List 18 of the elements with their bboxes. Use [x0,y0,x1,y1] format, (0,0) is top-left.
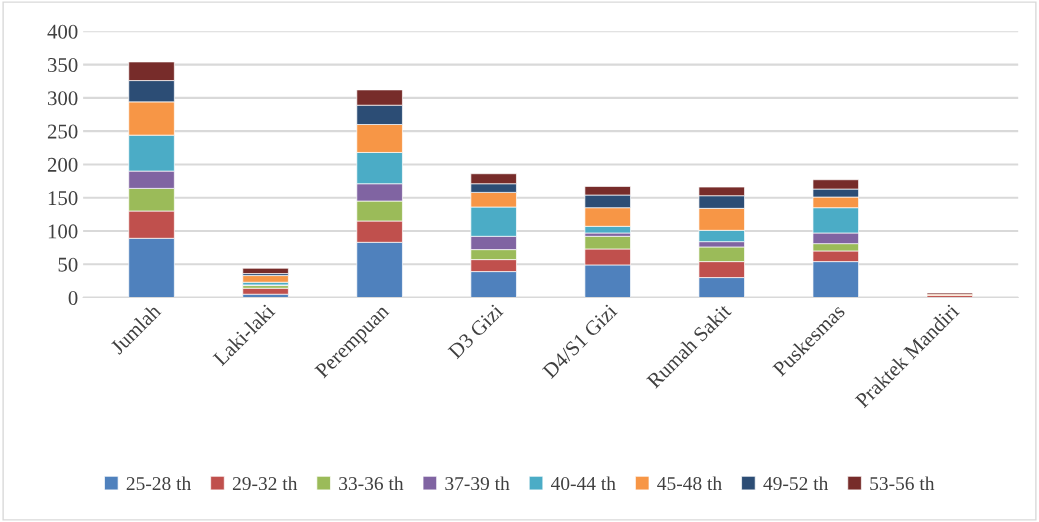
legend-label: 33-36 th [339,476,404,491]
y-tick-label: 0 [68,290,78,305]
y-tick-label: 250 [47,124,78,139]
legend-label: 29-32 th [232,476,298,491]
y-tick-label: 300 [48,91,78,106]
legend-label: 49-52 th [763,476,829,491]
y-tick-label: 100 [48,224,78,239]
legend-label: 37-39 th [445,476,510,491]
legend-label: 25-28 th [126,476,191,491]
y-tick-label: 350 [48,57,78,73]
legend-label: 40-44 th [550,476,616,491]
y-tick-label: 200 [47,157,78,172]
y-tick-label: 400 [47,24,78,39]
y-tick-label: 150 [48,191,78,206]
y-tick-label: 50 [58,257,78,272]
legend-label: 53-56 th [870,476,935,491]
x-tick-label: D3 Gizi [447,303,504,360]
legend-label: 45-48 th [657,476,722,491]
